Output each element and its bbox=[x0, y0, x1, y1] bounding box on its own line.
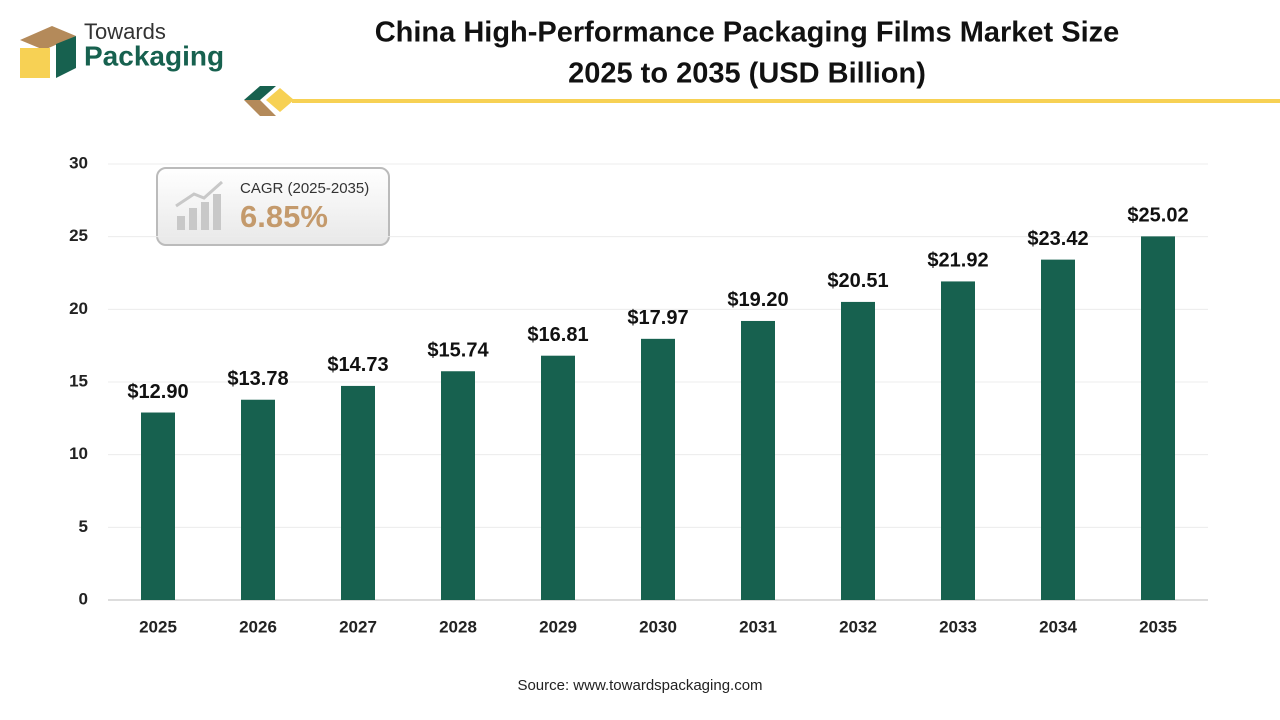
x-tick-label: 2026 bbox=[239, 617, 277, 636]
value-label: $15.74 bbox=[427, 340, 489, 362]
value-label: $13.78 bbox=[227, 368, 288, 390]
y-tick-label: 0 bbox=[79, 589, 88, 608]
chart-title: China High-Performance Packaging Films M… bbox=[375, 17, 1120, 49]
bar bbox=[741, 320, 775, 600]
x-tick-label: 2030 bbox=[639, 617, 677, 636]
bar bbox=[841, 301, 875, 600]
cagr-icon bbox=[175, 180, 223, 230]
value-label: $12.90 bbox=[127, 381, 188, 403]
x-tick-label: 2027 bbox=[339, 617, 377, 636]
value-label: $25.02 bbox=[1127, 205, 1188, 227]
y-tick-label: 30 bbox=[69, 153, 88, 172]
value-label: $16.81 bbox=[527, 324, 588, 346]
bar bbox=[141, 412, 175, 600]
y-tick-label: 20 bbox=[69, 299, 88, 318]
cagr-value: 6.85% bbox=[240, 199, 328, 234]
bar bbox=[641, 338, 675, 600]
x-tick-label: 2025 bbox=[139, 617, 177, 636]
x-tick-label: 2033 bbox=[939, 617, 977, 636]
title-divider bbox=[244, 86, 1280, 116]
logo bbox=[20, 26, 76, 78]
brand-line1: Towards bbox=[84, 19, 166, 44]
x-tick-label: 2031 bbox=[739, 617, 777, 636]
brand-line2: Packaging bbox=[84, 40, 224, 71]
source: Source: www.towardspackaging.com bbox=[517, 677, 762, 694]
value-label: $14.73 bbox=[327, 354, 388, 376]
value-label: $19.20 bbox=[727, 289, 788, 311]
value-label: $21.92 bbox=[927, 250, 988, 272]
value-label: $20.51 bbox=[827, 270, 888, 292]
x-tick-label: 2032 bbox=[839, 617, 877, 636]
bar bbox=[1141, 236, 1175, 600]
value-label: $17.97 bbox=[627, 307, 688, 329]
chart-title: 2025 to 2035 (USD Billion) bbox=[568, 58, 926, 90]
bar bbox=[241, 399, 275, 600]
bar bbox=[341, 385, 375, 600]
bar bbox=[541, 355, 575, 600]
y-tick-label: 5 bbox=[79, 517, 88, 536]
y-tick-label: 15 bbox=[69, 371, 88, 390]
bar bbox=[941, 281, 975, 600]
y-tick-label: 10 bbox=[69, 444, 88, 463]
x-tick-label: 2028 bbox=[439, 617, 477, 636]
cagr-label: CAGR (2025-2035) bbox=[240, 180, 369, 197]
bar bbox=[1041, 259, 1075, 600]
x-tick-label: 2035 bbox=[1139, 617, 1177, 636]
x-tick-label: 2029 bbox=[539, 617, 577, 636]
y-tick-label: 25 bbox=[69, 226, 88, 245]
value-label: $23.42 bbox=[1027, 228, 1088, 250]
bar bbox=[441, 371, 475, 600]
x-tick-label: 2034 bbox=[1039, 617, 1077, 636]
